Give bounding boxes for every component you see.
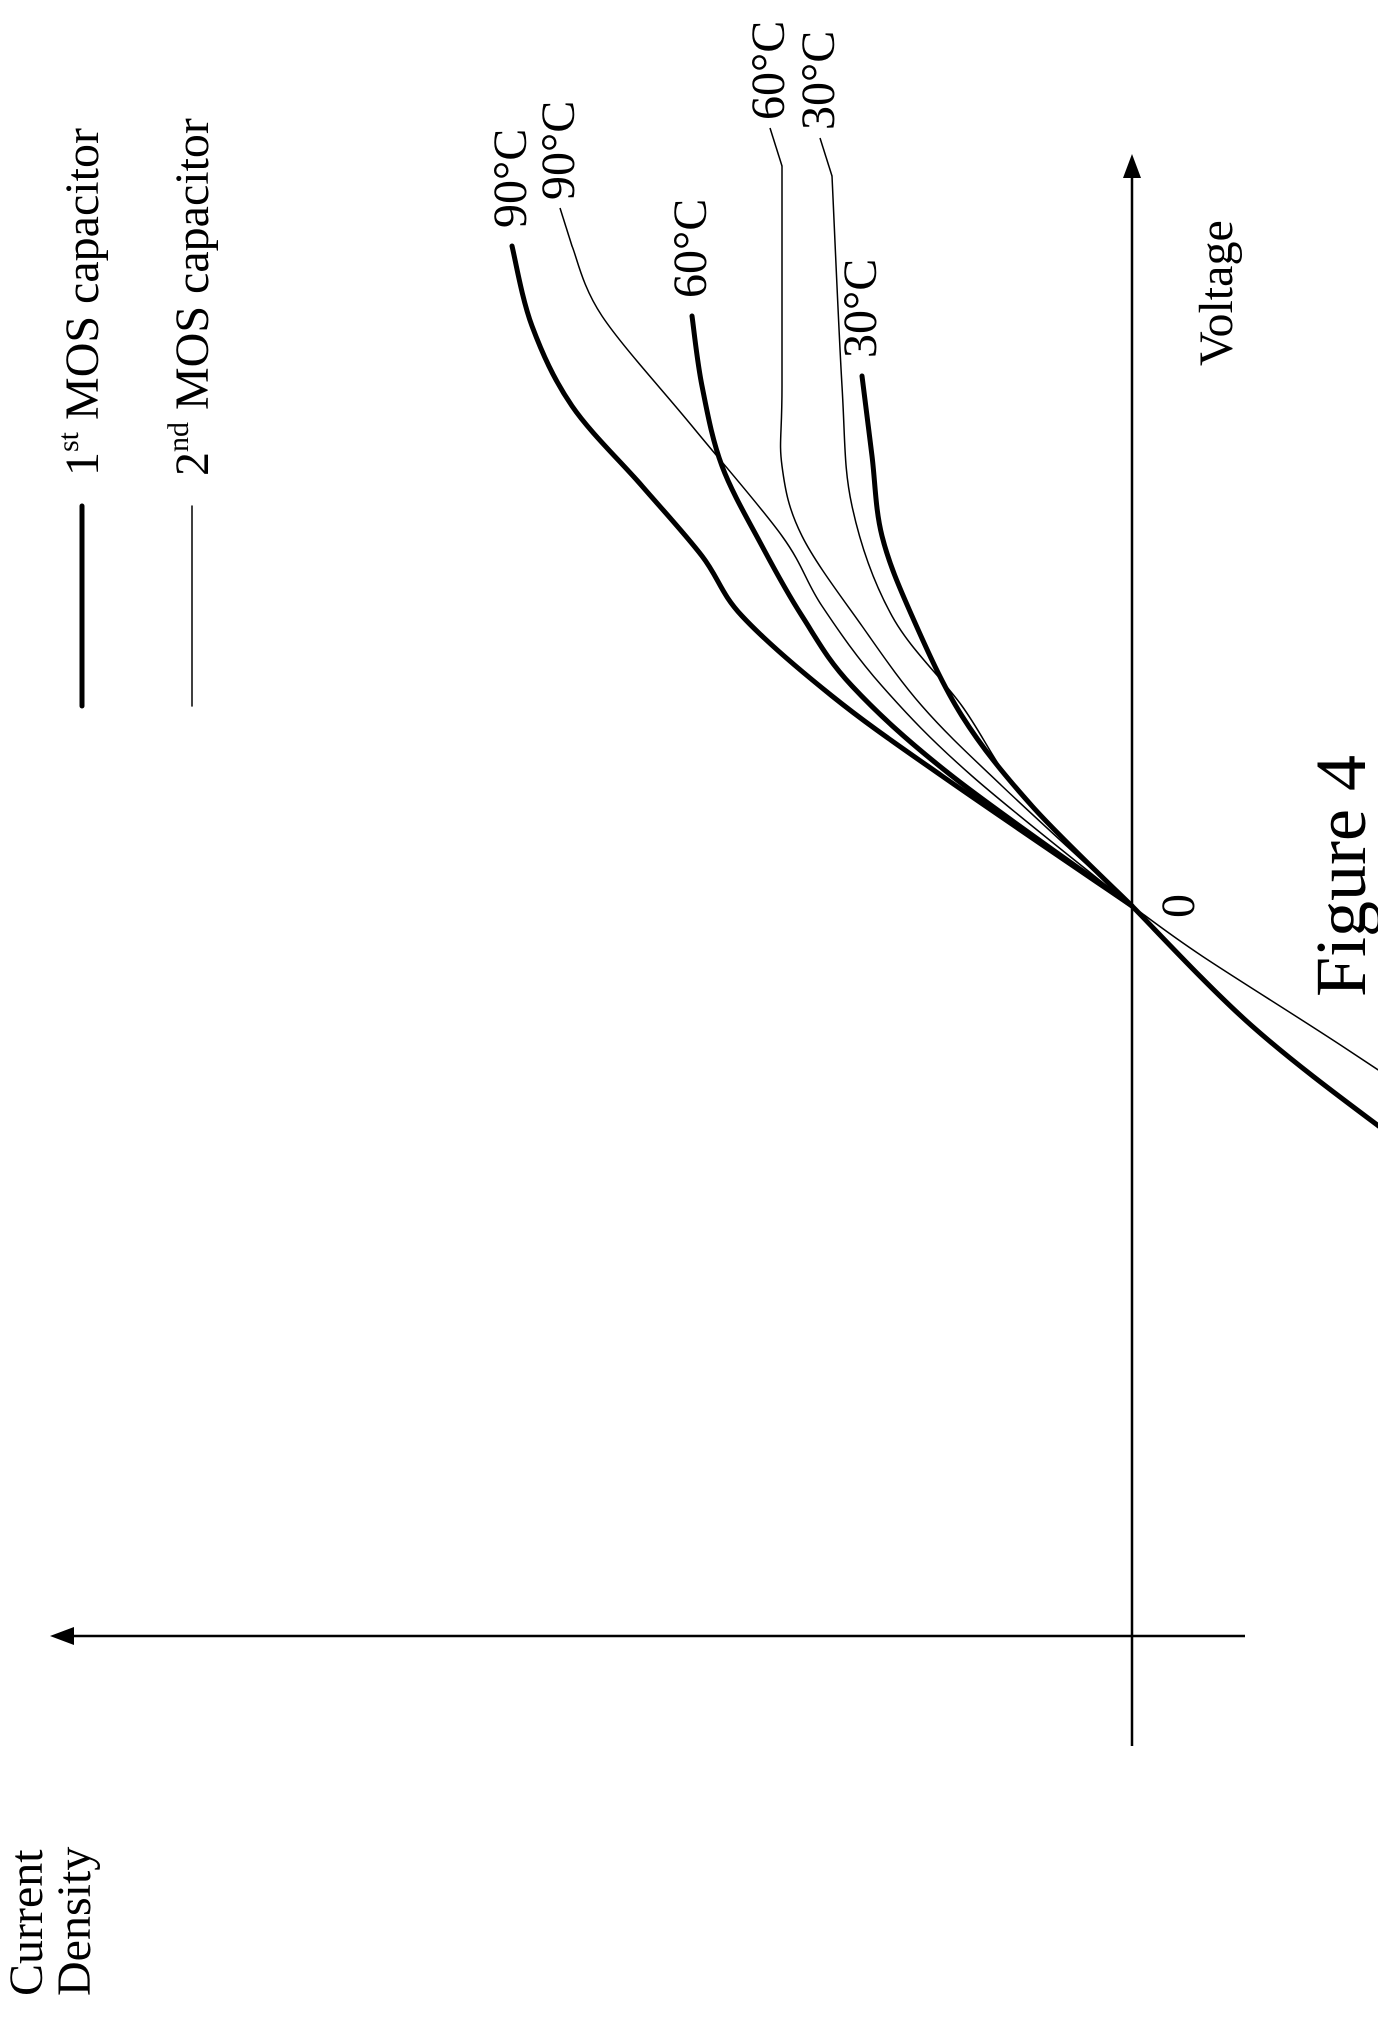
current-density-axis-arrowhead	[50, 1627, 74, 1645]
curve-first-mos-negative	[1129, 903, 1378, 1559]
legend-entry-2: 2nd MOS capacitor	[162, 118, 219, 476]
curve-first-mos-30c	[859, 373, 1135, 909]
leader-second-mos-60c	[769, 127, 783, 167]
figure-caption: Figure 4	[1301, 755, 1378, 997]
temperature-label-second-mos-30c: 30°C	[792, 31, 845, 130]
voltage-axis-arrowhead	[1123, 154, 1141, 178]
curve-second-mos-90c	[571, 245, 1133, 907]
legend: 1st MOS capacitor 2nd MOS capacitor	[52, 118, 219, 709]
curve-second-mos-negative	[1131, 905, 1378, 1537]
origin-tick-label: 0	[1152, 894, 1205, 918]
temperature-label-first-mos-90c: 90°C	[484, 129, 537, 228]
y-axis-label: CurrentDensity	[0, 1847, 101, 1996]
curve-first-mos-60c	[689, 313, 1135, 909]
curve-second-mos-60c	[779, 165, 1133, 907]
temperature-label-second-mos-90c: 90°C	[532, 101, 585, 200]
leader-second-mos-90c	[559, 207, 573, 247]
temperature-labels: 90°C60°C30°C90°C60°C30°C	[484, 21, 887, 358]
temperature-label-second-mos-60c: 60°C	[742, 21, 795, 120]
curve-second-mos-30c	[831, 175, 1133, 907]
x-axis-label: Voltage	[1190, 220, 1243, 366]
legend-entry-1: 1st MOS capacitor	[52, 128, 109, 476]
temperature-label-first-mos-30c: 30°C	[834, 259, 887, 358]
leader-second-mos-30c	[819, 137, 833, 177]
curve-first-mos-90c	[509, 243, 1135, 909]
temperature-label-first-mos-60c: 60°C	[664, 199, 717, 298]
plot-area	[509, 165, 1378, 1559]
